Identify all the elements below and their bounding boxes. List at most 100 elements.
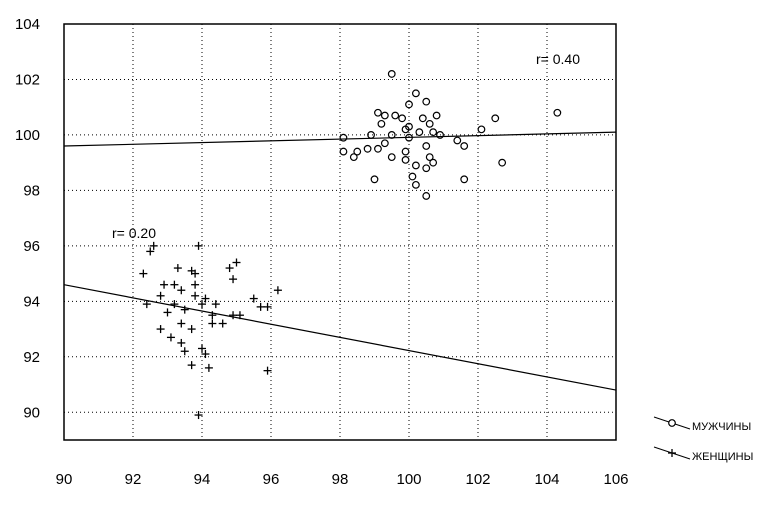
data-point-men [405,133,413,142]
y-tick-label: 94 [23,293,40,310]
y-tick-label: 90 [23,404,40,421]
x-axis-ticks: 90 92 94 96 98 100 102 104 106 [56,471,629,488]
y-tick-label: 104 [15,16,40,33]
x-tick-label: 96 [263,471,280,488]
data-point-women [142,300,151,309]
trend-line-women [63,284,617,391]
data-point-women [191,269,200,278]
data-point-women [194,411,203,420]
data-point-men [422,192,431,200]
data-point-women [160,280,169,289]
data-point-women [187,361,196,370]
data-point-women [229,275,238,284]
data-point-men [425,153,434,162]
y-axis-ticks: 90 92 94 96 98 100 102 104 [15,16,40,421]
data-point-men [367,131,375,139]
data-point-women [191,291,200,300]
data-point-women [198,300,206,309]
data-point-men [432,111,441,120]
data-point-women [156,291,165,300]
data-point-men [398,114,407,123]
data-point-men [425,119,434,128]
data-point-men [422,164,431,173]
data-point-men [377,119,386,128]
plot-frame [63,23,617,441]
data-point-women [198,344,206,353]
data-point-men [498,158,507,167]
data-point-men [370,175,379,184]
data-point-women [173,264,182,273]
data-point-women [232,258,241,267]
data-point-men [380,111,389,120]
data-point-women [225,264,234,273]
y-tick-label: 96 [23,238,40,255]
x-tick-label: 104 [534,471,559,488]
data-point-men [436,131,444,139]
data-point-women [146,247,155,256]
data-point-men [339,133,348,142]
data-point-men [339,147,348,156]
x-tick-label: 90 [56,471,73,488]
data-point-men [380,139,389,148]
data-point-men [412,89,420,98]
data-point-women [139,269,148,278]
data-point-men [387,70,396,78]
data-point-women [180,347,189,356]
data-point-men [363,144,372,153]
legend-marker-circle [668,419,676,427]
data-point-men [412,161,420,170]
y-tick-label: 92 [23,349,40,366]
x-tick-label: 100 [396,471,421,488]
data-point-women [204,363,213,372]
data-point-men [418,114,427,123]
data-point-men [401,155,410,164]
legend: МУЖЧИНЫ ЖЕНЩИНЫ [653,416,753,463]
data-point-women [180,305,189,314]
legend-item-women: ЖЕНЩИНЫ [653,446,753,463]
data-point-men [429,128,438,137]
x-tick-label: 94 [194,471,211,488]
data-point-men [405,100,413,109]
data-point-women [149,241,158,250]
x-tick-label: 92 [125,471,142,488]
data-point-men [460,142,469,150]
data-point-women [187,325,196,334]
data-point-men [477,125,486,134]
data-point-men [401,125,410,134]
legend-item-men: МУЖЧИНЫ [653,416,751,433]
data-point-women [170,300,179,309]
data-point-men [460,175,469,184]
data-point-men [387,131,396,139]
x-tick-label: 98 [332,471,349,488]
data-point-women [273,286,282,295]
data-point-men [387,153,396,162]
data-point-women [249,294,258,303]
data-point-women [177,338,186,347]
y-tick-label: 100 [15,127,40,144]
data-point-women [201,350,210,359]
data-point-women [218,319,227,328]
data-point-men [374,144,382,153]
y-tick-label: 102 [15,71,40,88]
data-point-women [191,280,200,289]
data-point-men [401,147,410,156]
data-point-men [412,180,420,189]
data-points [139,70,562,420]
y-tick-label: 98 [23,182,40,199]
data-point-women [163,308,172,317]
data-point-men [429,158,438,167]
data-point-women [170,280,179,289]
data-point-women [235,311,244,320]
data-point-men [391,111,400,120]
data-point-women [208,311,217,320]
legend-label: ЖЕНЩИНЫ [692,451,753,463]
data-point-men [422,142,431,150]
data-point-men [453,136,462,145]
legend-label: МУЖЧИНЫ [692,421,751,433]
data-point-men [349,153,358,162]
data-point-women [177,319,186,328]
correlation-labels: r= 0.40 r= 0.20 [112,51,580,241]
data-point-women [208,319,217,328]
data-point-men [491,114,500,123]
